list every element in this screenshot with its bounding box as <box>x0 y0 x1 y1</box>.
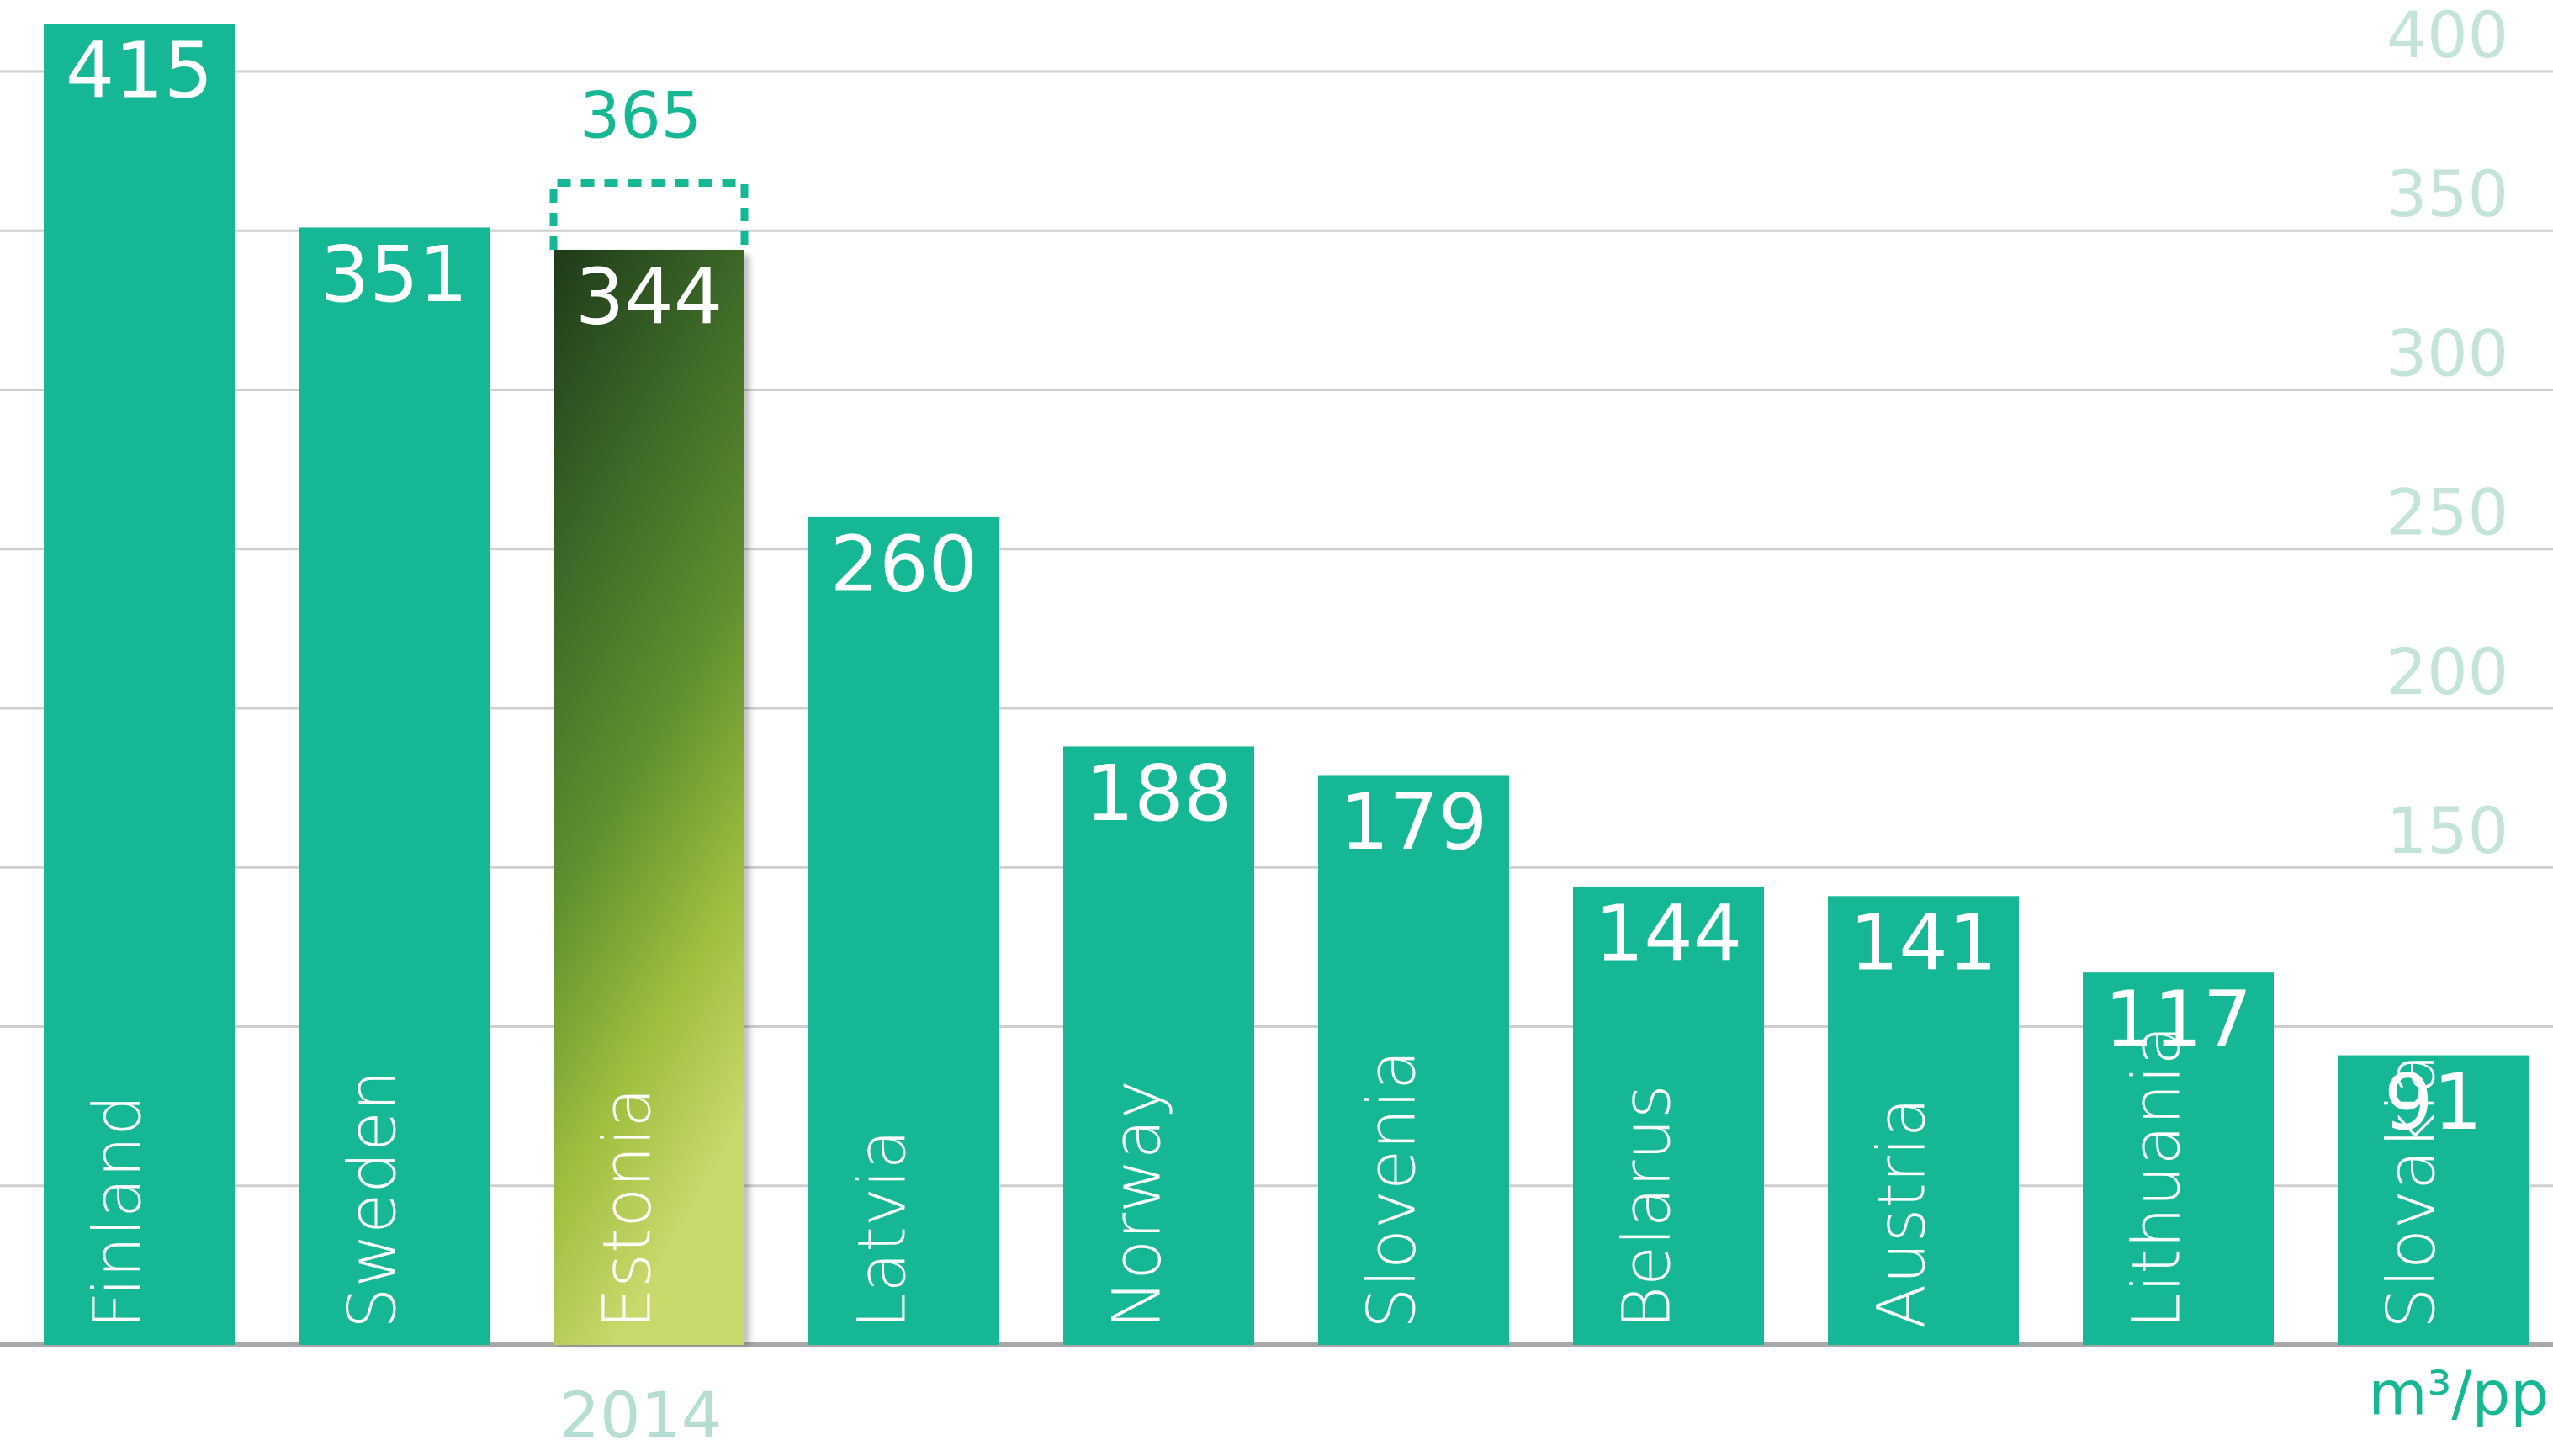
category-label: Sweden <box>336 1070 411 1329</box>
category-label: Estonia <box>591 1088 666 1329</box>
category-label: Austria <box>1865 1097 1941 1329</box>
target-label: 365 <box>580 77 702 152</box>
target-bracket <box>554 183 744 249</box>
value-label: 144 <box>1595 888 1743 978</box>
unit-label: m³/pp <box>2368 1358 2549 1429</box>
y-tick-label: 350 <box>2386 156 2508 231</box>
value-label: 179 <box>1340 777 1488 867</box>
category-label: Lithuania <box>2120 1025 2195 1329</box>
y-tick-label: 200 <box>2386 634 2508 709</box>
category-label: Belarus <box>1610 1084 1686 1329</box>
value-label: 260 <box>830 519 978 609</box>
value-label: 188 <box>1085 749 1233 839</box>
y-tick-label: 300 <box>2386 315 2508 390</box>
category-label: Slovenia <box>1355 1050 1431 1329</box>
value-label: 351 <box>320 230 469 320</box>
chart: 150 200 250 300 350 400 415 Finland 351 Sweden 34… <box>0 0 2553 1456</box>
category-label: Latvia <box>845 1130 921 1329</box>
value-label: 415 <box>66 26 214 116</box>
y-tick-label: 400 <box>2386 0 2508 72</box>
y-tick-label: 250 <box>2386 475 2508 550</box>
category-label: Finland <box>81 1094 156 1329</box>
category-label: Slovakia <box>2375 1053 2450 1329</box>
category-label: Norway <box>1100 1080 1176 1329</box>
y-tick-label: 150 <box>2386 793 2508 868</box>
value-label: 141 <box>1850 898 1998 988</box>
value-label: 344 <box>575 251 723 341</box>
target-note: 2014 <box>559 1378 722 1453</box>
